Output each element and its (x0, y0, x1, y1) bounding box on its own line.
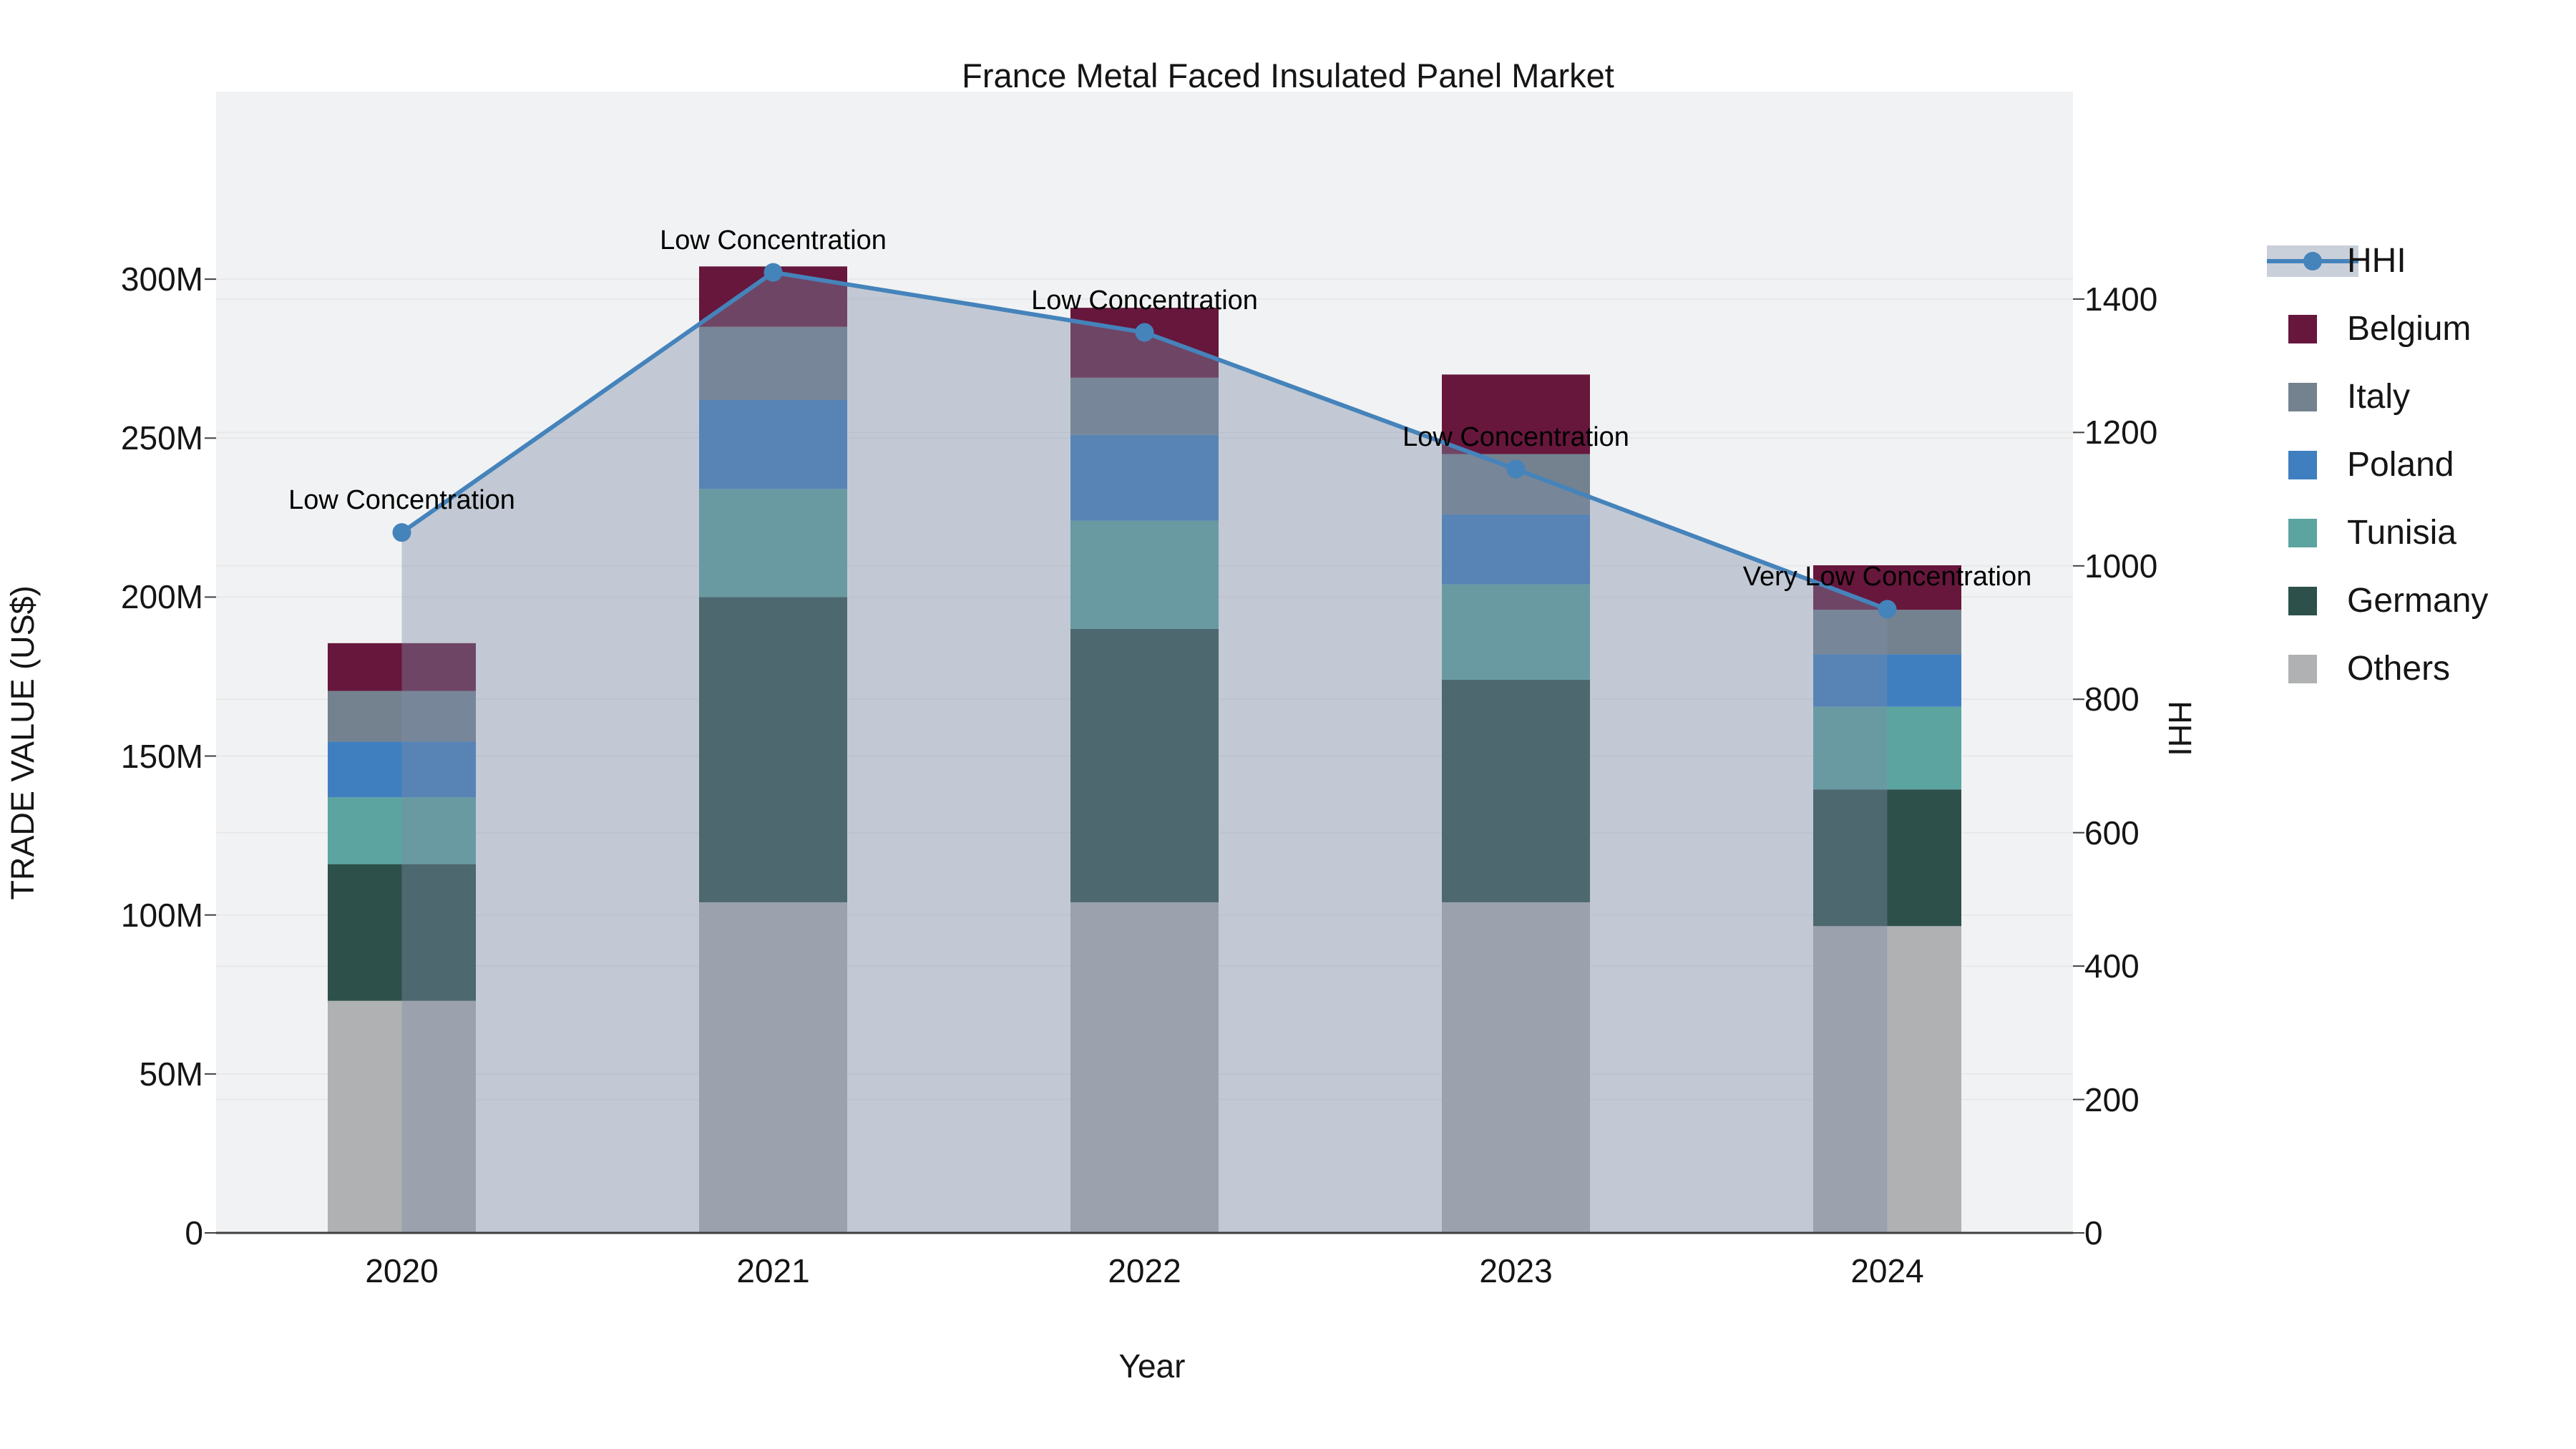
legend-swatch-italy (2288, 383, 2317, 411)
legend-label-tunisia: Tunisia (2347, 514, 2457, 552)
annotation-2023: Low Concentration (1402, 421, 1629, 452)
y-right-tick-400: 400 (2084, 947, 2140, 985)
bar-segment-others-2021[interactable] (699, 902, 847, 1233)
legend-item-poland[interactable]: Poland (2261, 433, 2569, 497)
legend-item-tunisia[interactable]: Tunisia (2261, 501, 2569, 565)
y-right-tick-0: 0 (2084, 1214, 2103, 1252)
bar-segment-others-2022[interactable] (1070, 902, 1219, 1233)
legend-label-poland: Poland (2347, 446, 2454, 484)
bar-segment-belgium-2020[interactable] (328, 643, 476, 691)
legend-label-belgium: Belgium (2347, 310, 2472, 348)
x-tick-2020: 2020 (365, 1252, 439, 1289)
y-left-tick-300M: 300M (120, 260, 203, 298)
legend-hhi-marker-icon (2303, 252, 2322, 270)
annotation-2021: Low Concentration (660, 225, 887, 255)
y-right-axis-title: HHI (2162, 701, 2198, 756)
legend-label-italy: Italy (2347, 378, 2411, 416)
bar-segment-others-2023[interactable] (1442, 902, 1590, 1233)
legend-swatch-tunisia (2288, 519, 2317, 547)
legend-hhi-area-icon (2267, 245, 2358, 277)
hhi-area-fill (401, 272, 1888, 1234)
legend-label-germany: Germany (2347, 582, 2489, 620)
bar-segment-germany-2020[interactable] (328, 864, 476, 1001)
y-left-tick-0: 0 (185, 1214, 203, 1252)
legend-item-hhi[interactable]: HHI (2261, 229, 2569, 293)
bar-segment-tunisia-2021[interactable] (699, 489, 847, 597)
x-tick-2022: 2022 (1108, 1252, 1181, 1289)
y-left-tick-250M: 250M (120, 419, 203, 457)
bar-segment-tunisia-2024[interactable] (1813, 706, 1961, 790)
annotation-2022: Low Concentration (1031, 285, 1258, 316)
y-right-tick-1000: 1000 (2084, 547, 2158, 585)
x-tick-2021: 2021 (736, 1252, 810, 1289)
legend-item-belgium[interactable]: Belgium (2261, 297, 2569, 361)
chart-title-line1: France Metal Faced Insulated Panel Marke… (962, 57, 1614, 94)
legend-swatch-belgium (2288, 315, 2317, 343)
bar-segment-belgium-2022[interactable] (1070, 308, 1219, 378)
hhi-point-2023[interactable] (1506, 459, 1526, 479)
y-left-tick-200M: 200M (120, 578, 203, 616)
bar-segment-poland-2020[interactable] (328, 741, 476, 798)
y-left-tick-50M: 50M (139, 1055, 203, 1093)
y-left-axis-title: TRADE VALUE (US$) (4, 585, 41, 900)
x-axis-title: Year (1118, 1347, 1186, 1385)
legend-label-hhi: HHI (2347, 242, 2406, 280)
bar-segment-italy-2022[interactable] (1070, 377, 1219, 435)
legend-item-germany[interactable]: Germany (2261, 569, 2569, 633)
legend-swatch-germany (2288, 587, 2317, 615)
bar-segment-others-2024[interactable] (1813, 926, 1961, 1233)
legend-item-italy[interactable]: Italy (2261, 365, 2569, 429)
bar-segment-germany-2024[interactable] (1813, 789, 1961, 927)
y-right-tick-600: 600 (2084, 814, 2140, 852)
bar-segment-poland-2023[interactable] (1442, 514, 1590, 585)
bar-segment-others-2020[interactable] (328, 1000, 476, 1233)
annotation-2024: Very Low Concentration (1742, 562, 2032, 592)
bar-segment-germany-2021[interactable] (699, 597, 847, 902)
bar-segment-italy-2021[interactable] (699, 326, 847, 400)
hhi-point-2024[interactable] (1878, 600, 1897, 619)
legend-label-others: Others (2347, 650, 2451, 688)
bar-segment-poland-2021[interactable] (699, 399, 847, 489)
hhi-point-2022[interactable] (1135, 323, 1154, 342)
hhi-point-2021[interactable] (763, 263, 783, 282)
legend-swatch-others (2288, 655, 2317, 683)
bar-segment-poland-2024[interactable] (1813, 654, 1961, 707)
legend-swatch-poland (2288, 451, 2317, 479)
y-right-tick-800: 800 (2084, 680, 2140, 718)
legend-item-others[interactable]: Others (2261, 637, 2569, 701)
y-right-tick-1400: 1400 (2084, 280, 2158, 318)
y-right-tick-1200: 1200 (2084, 414, 2158, 452)
bar-segment-tunisia-2023[interactable] (1442, 584, 1590, 680)
bar-segment-germany-2023[interactable] (1442, 679, 1590, 902)
hhi-point-2020[interactable] (392, 523, 411, 542)
bar-segment-belgium-2023[interactable] (1442, 374, 1590, 454)
bar-segment-italy-2020[interactable] (328, 691, 476, 742)
bar-segment-tunisia-2022[interactable] (1070, 520, 1219, 629)
annotation-2020: Low Concentration (288, 485, 515, 516)
y-left-tick-150M: 150M (120, 737, 203, 775)
y-right-tick-200: 200 (2084, 1080, 2140, 1118)
x-tick-2024: 2024 (1850, 1252, 1924, 1289)
x-tick-2023: 2023 (1479, 1252, 1553, 1289)
y-left-tick-100M: 100M (120, 896, 203, 934)
bar-segment-germany-2022[interactable] (1070, 628, 1219, 902)
bar-segment-poland-2022[interactable] (1070, 434, 1219, 521)
bar-segment-tunisia-2020[interactable] (328, 797, 476, 864)
